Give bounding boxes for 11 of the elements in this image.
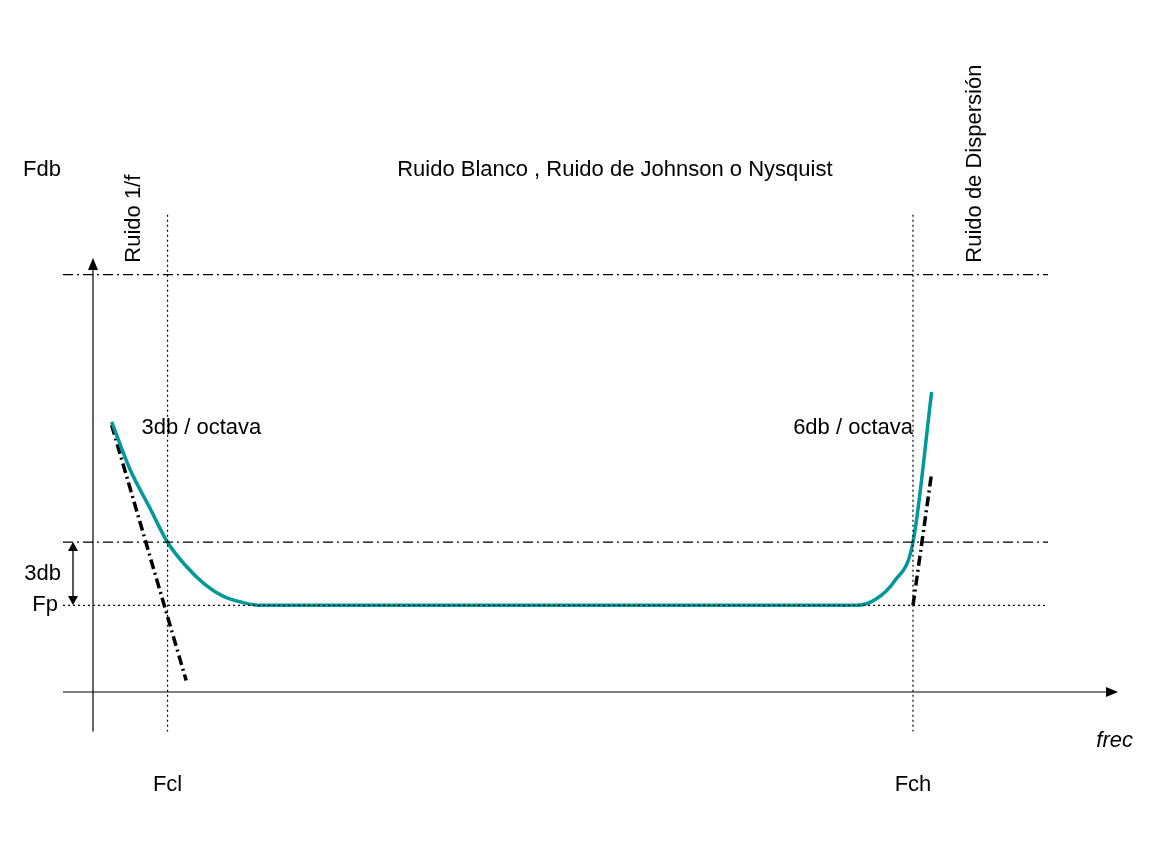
x-tick-label: Fcl [152,770,183,796]
text: Ruido 1/f [120,173,146,263]
annotation: 6db / octava [793,414,914,440]
x-tick-label: Fch [894,770,932,796]
x-axis-title: frec [1096,727,1133,753]
text: Fdb [23,155,61,181]
annotation: 3db / octava [141,414,263,440]
text: 3db [24,559,61,585]
text: Ruido de Dispersión [960,64,986,263]
ref-line-label: Fp [32,591,58,617]
text: Ruido Blanco , Ruido de Johnson o Nysquist [397,155,833,181]
